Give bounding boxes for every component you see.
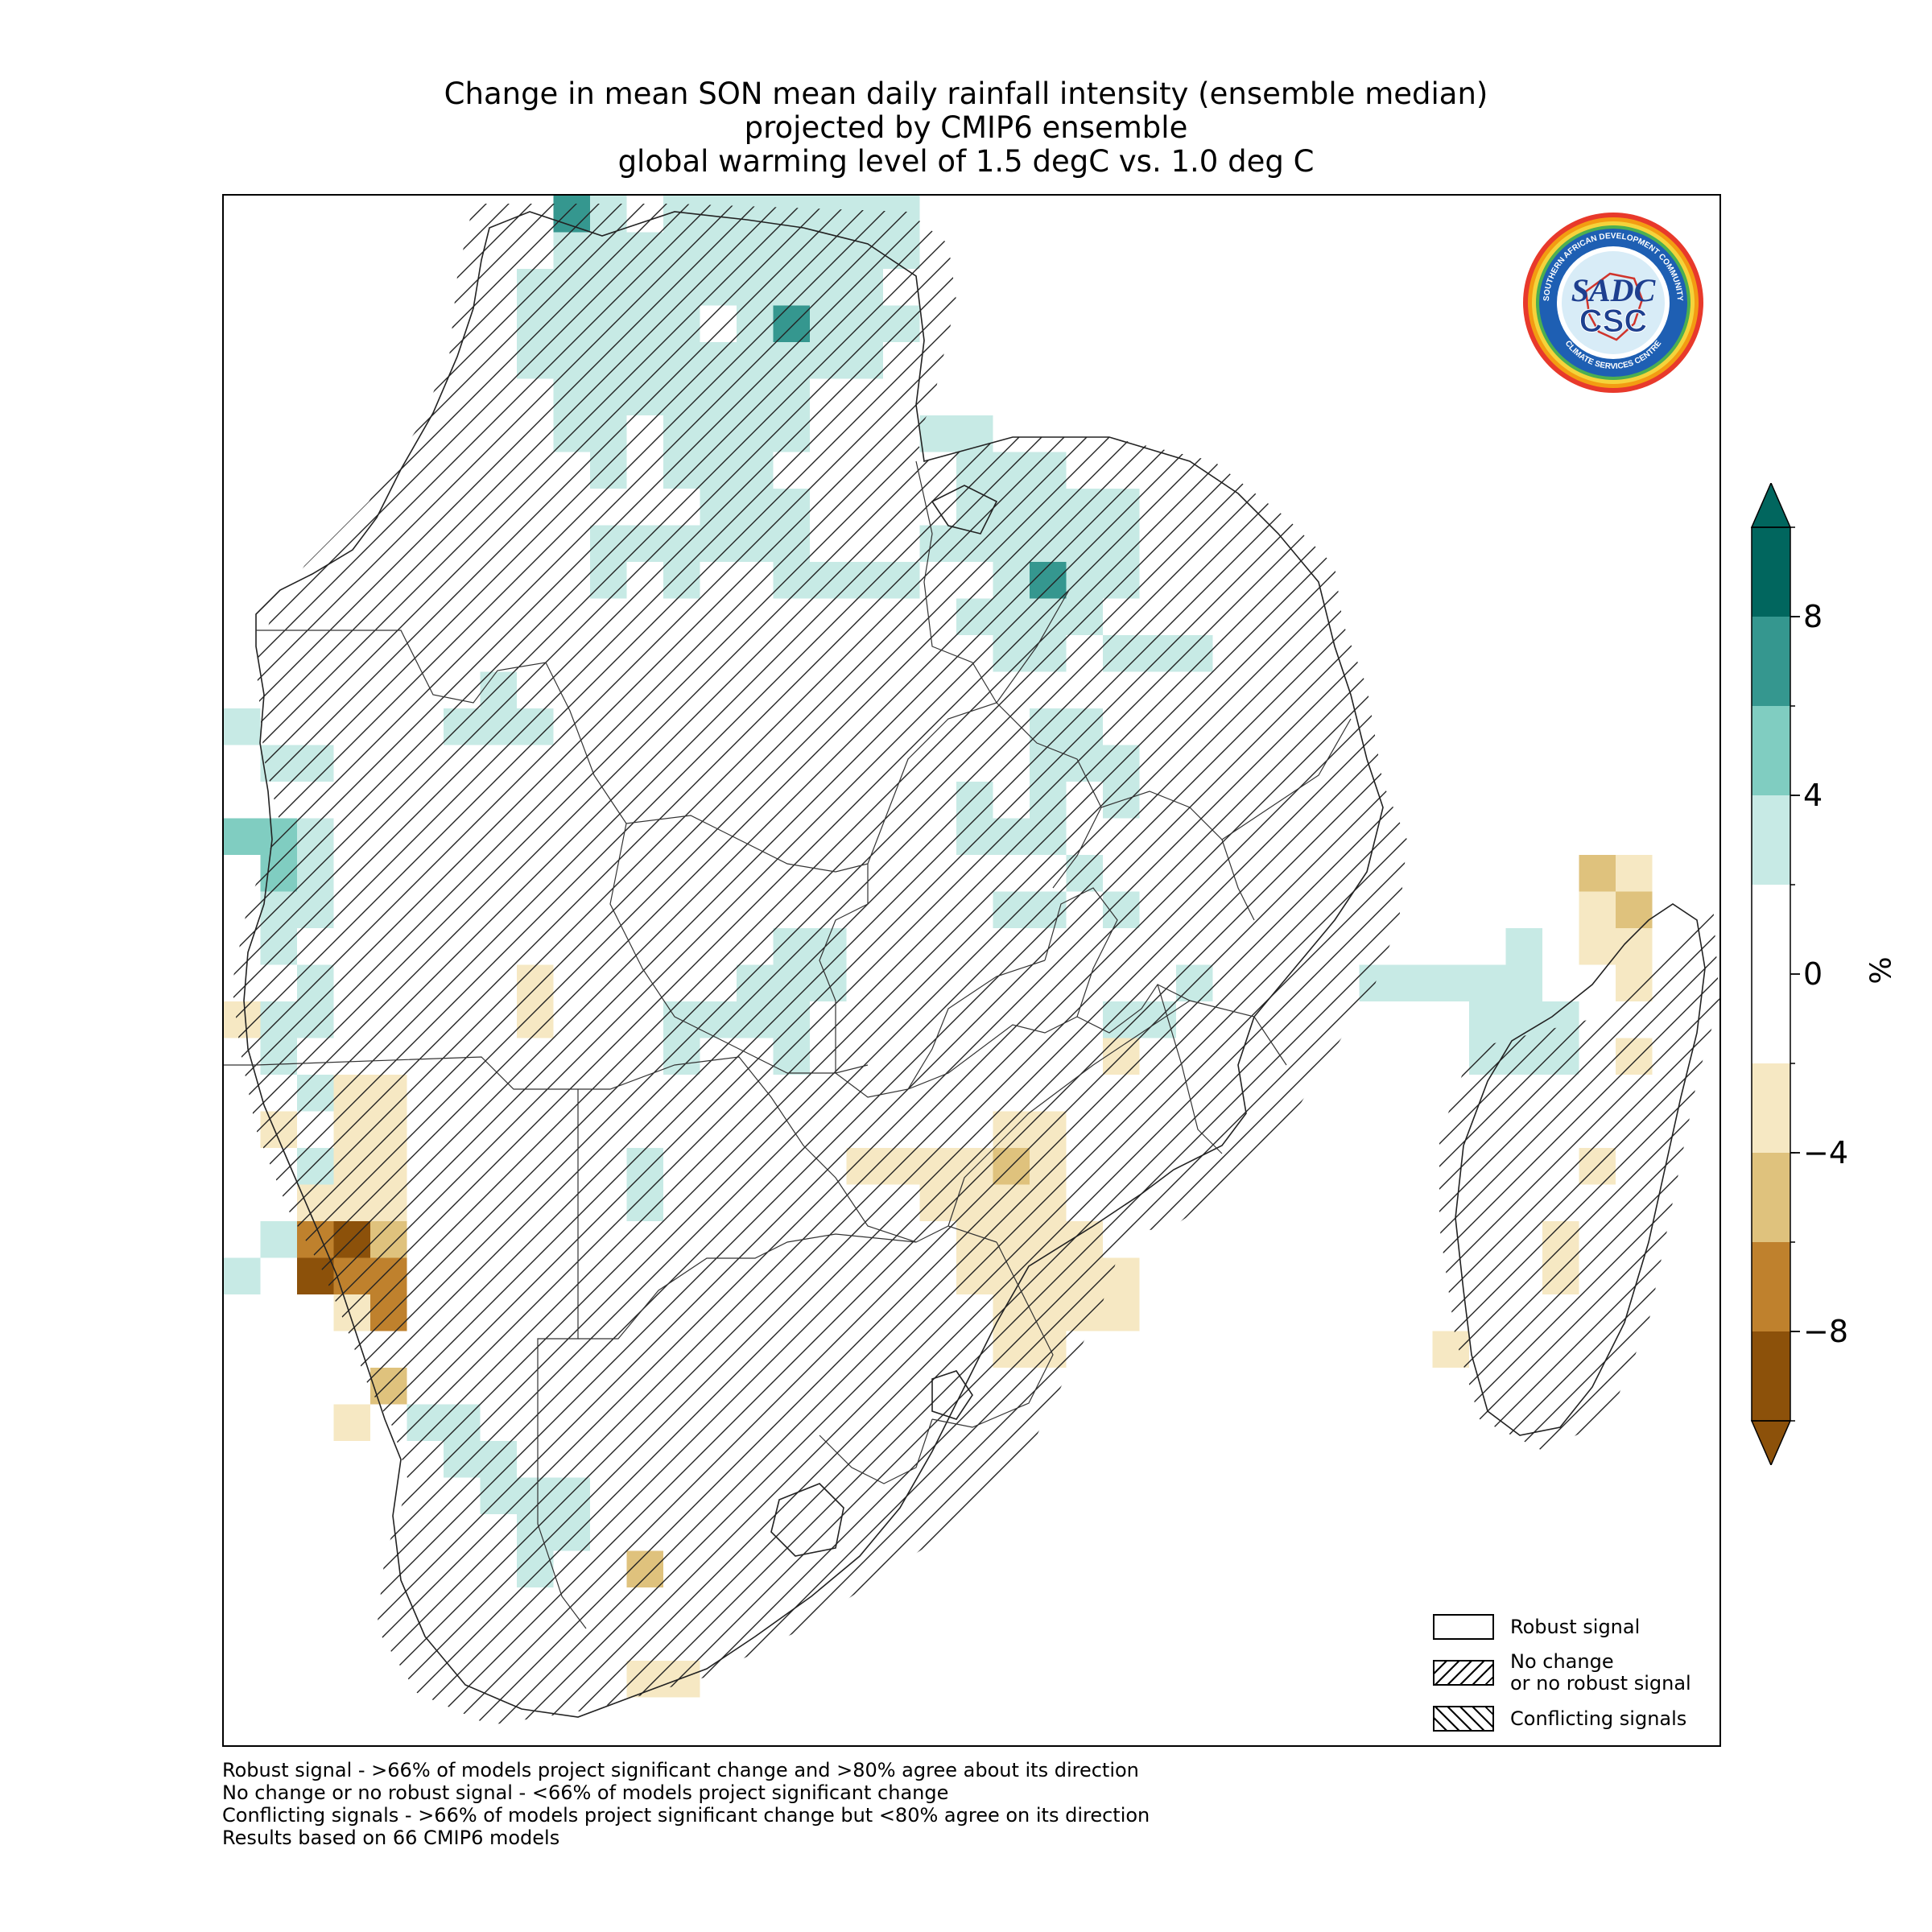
grid-cell (333, 1404, 370, 1441)
legend-swatch-no-change (1433, 1660, 1494, 1686)
hatch-legend: Robust signal No change or no robust sig… (1433, 1614, 1691, 1743)
chart-title: Change in mean SON mean daily rainfall i… (0, 77, 1932, 179)
title-line-1: Change in mean SON mean daily rainfall i… (444, 76, 1488, 111)
colorbar-block (1752, 885, 1790, 1063)
colorbar: 8 4 0 −4 −8 (1750, 483, 1848, 1465)
grid-cell (1616, 855, 1653, 892)
colorbar-block (1752, 1242, 1790, 1331)
lesotho (770, 1483, 844, 1557)
grid-cell (1432, 964, 1542, 1001)
note-conflicting: Conflicting signals - >66% of models pro… (222, 1804, 1150, 1827)
colorbar-tick-label: 0 (1803, 956, 1823, 992)
grid-cell (224, 708, 261, 745)
colorbar-ticks: 8 4 0 −4 −8 (1790, 526, 1848, 1422)
legend-label-robust: Robust signal (1510, 1615, 1641, 1638)
colorbar-tick-label: 8 (1803, 599, 1823, 634)
grid-cell (260, 1221, 297, 1258)
grid-cell (1579, 928, 1653, 965)
colorbar-extend-min (1750, 1420, 1792, 1465)
colorbar-block (1752, 706, 1790, 795)
colorbar-block (1752, 1063, 1790, 1153)
colorbar-tick-label: 4 (1803, 778, 1823, 813)
grid-cell (224, 818, 261, 855)
colorbar-block (1752, 1153, 1790, 1242)
title-line-2: projected by CMIP6 ensemble (744, 110, 1188, 145)
logo-monogram: SADC (1571, 272, 1657, 308)
colorbar-block (1752, 1331, 1790, 1421)
madagascar-coastline (1455, 903, 1706, 1436)
colorbar-block (1752, 795, 1790, 885)
colorbar-blocks (1750, 483, 1792, 1465)
legend-label-no-change: No change or no robust signal (1510, 1650, 1691, 1695)
colorbar-unit: % (1864, 956, 1898, 985)
eswatini (931, 1370, 973, 1420)
legend-robust: Robust signal (1433, 1614, 1691, 1640)
footnotes: Robust signal - >66% of models project s… (222, 1759, 1150, 1849)
coastlines (243, 211, 1706, 1718)
legend-swatch-robust (1433, 1614, 1494, 1640)
logo-abbr: CSC (1579, 303, 1647, 339)
map-panel: SADC CSC SOUTHERN AFRICAN DEVELOPMENT CO… (222, 194, 1721, 1747)
legend-swatch-conflicting (1433, 1706, 1494, 1732)
note-robust: Robust signal - >66% of models project s… (222, 1759, 1139, 1781)
title-line-3: global warming level of 1.5 degC vs. 1.0… (617, 144, 1315, 179)
colorbar-tick-label: −4 (1803, 1135, 1848, 1170)
colorbar-extend-max (1750, 483, 1792, 528)
colorbar-block (1752, 617, 1790, 706)
map-svg (224, 196, 1719, 1725)
grid-cell (1579, 855, 1616, 892)
colorbar-block (1752, 527, 1790, 617)
grid-cell (1505, 928, 1542, 965)
legend-conflicting: Conflicting signals (1433, 1706, 1691, 1732)
country-borders (224, 460, 1352, 1629)
mainland-coastline (243, 211, 1384, 1718)
legend-label-conflicting: Conflicting signals (1510, 1707, 1687, 1730)
sadc-csc-logo: SADC CSC SOUTHERN AFRICAN DEVELOPMENT CO… (1523, 213, 1703, 393)
note-no-change: No change or no robust signal - <66% of … (222, 1781, 949, 1804)
lake-victoria (931, 485, 998, 535)
note-models: Results based on 66 CMIP6 models (222, 1827, 560, 1849)
colorbar-tick-label: −8 (1803, 1314, 1848, 1349)
grid-cell (224, 1257, 261, 1294)
grid-cell (1579, 891, 1616, 928)
legend-no-change: No change or no robust signal (1433, 1651, 1691, 1695)
